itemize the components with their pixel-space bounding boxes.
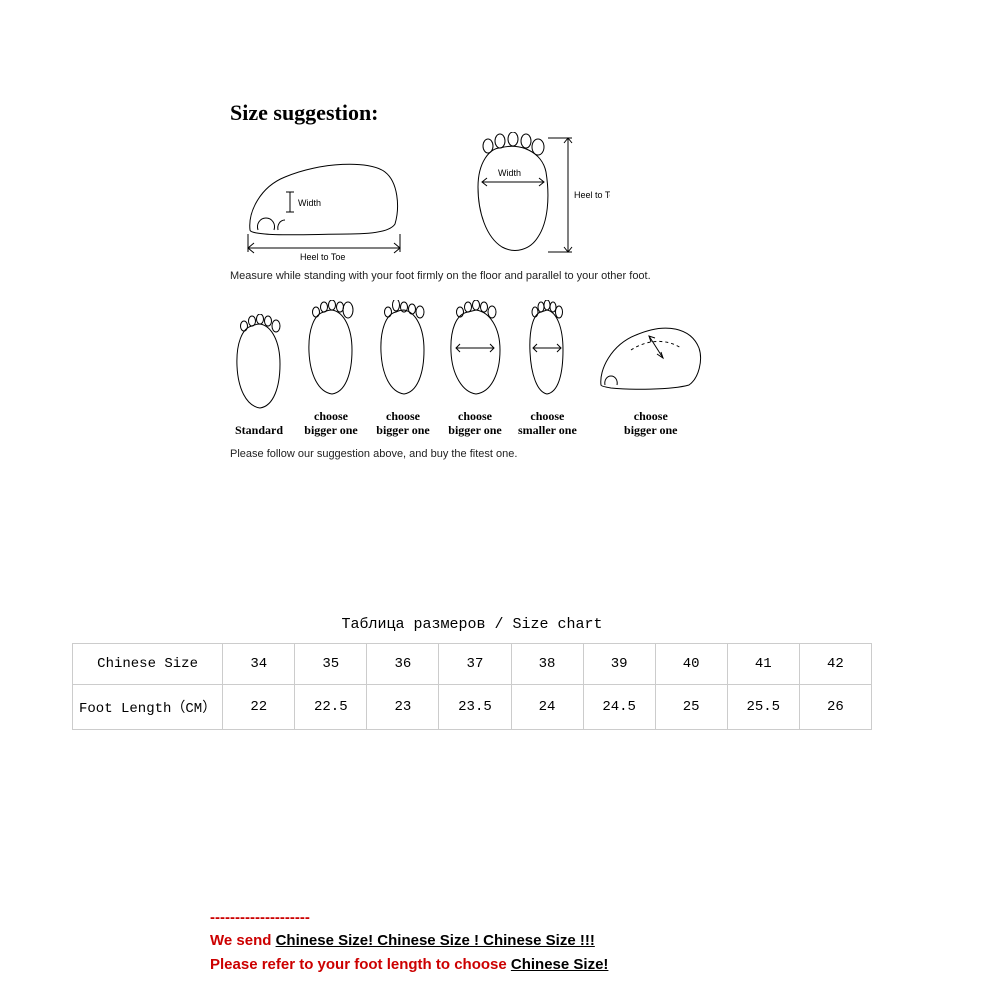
notice-section: -------------------- We send Chinese Siz… — [210, 906, 608, 976]
width-label-side: Width — [298, 198, 321, 208]
foot-side-view: Width Heel to Toe — [230, 152, 420, 262]
foot-shape-smaller: choosesmaller one — [518, 300, 577, 438]
heel-to-toe-label-side: Heel to Toe — [300, 252, 345, 262]
notice-line-1: We send Chinese Size! Chinese Size ! Chi… — [210, 929, 608, 952]
table-row: Foot Length（CM） 22 22.5 23 23.5 24 24.5 … — [73, 685, 872, 730]
foot-sole-view: Width Heel to Toe — [460, 132, 610, 262]
foot-shape-high-instep: choosebigger one — [591, 300, 711, 438]
width-label-sole: Width — [498, 168, 521, 178]
notice-dashes: -------------------- — [210, 906, 608, 929]
follow-suggestion-caption: Please follow our suggestion above, and … — [230, 448, 790, 460]
foot-shape-standard: Standard — [230, 314, 288, 437]
notice-line-2: Please refer to your foot length to choo… — [210, 953, 608, 976]
foot-shape-bigger-2: choosebigger one — [374, 300, 432, 438]
size-chart-section: Таблица размеров / Size chart Chinese Si… — [72, 616, 872, 730]
foot-shape-row: Standard choosebigger one choosebigger o… — [230, 300, 790, 438]
measure-caption: Measure while standing with your foot fi… — [230, 270, 790, 282]
table-row: Chinese Size 34 35 36 37 38 39 40 41 42 — [73, 644, 872, 685]
foot-shape-bigger-3: choosebigger one — [446, 300, 504, 438]
size-chart-title: Таблица размеров / Size chart — [72, 616, 872, 633]
size-suggestion-diagram: Size suggestion: Width — [230, 100, 790, 460]
foot-shape-bigger-1: choosebigger one — [302, 300, 360, 438]
measurement-diagrams-row: Width Heel to Toe — [230, 132, 790, 262]
heel-to-toe-label-sole: Heel to Toe — [574, 190, 610, 200]
size-chart-table: Chinese Size 34 35 36 37 38 39 40 41 42 … — [72, 643, 872, 730]
diagram-title: Size suggestion: — [230, 100, 790, 126]
